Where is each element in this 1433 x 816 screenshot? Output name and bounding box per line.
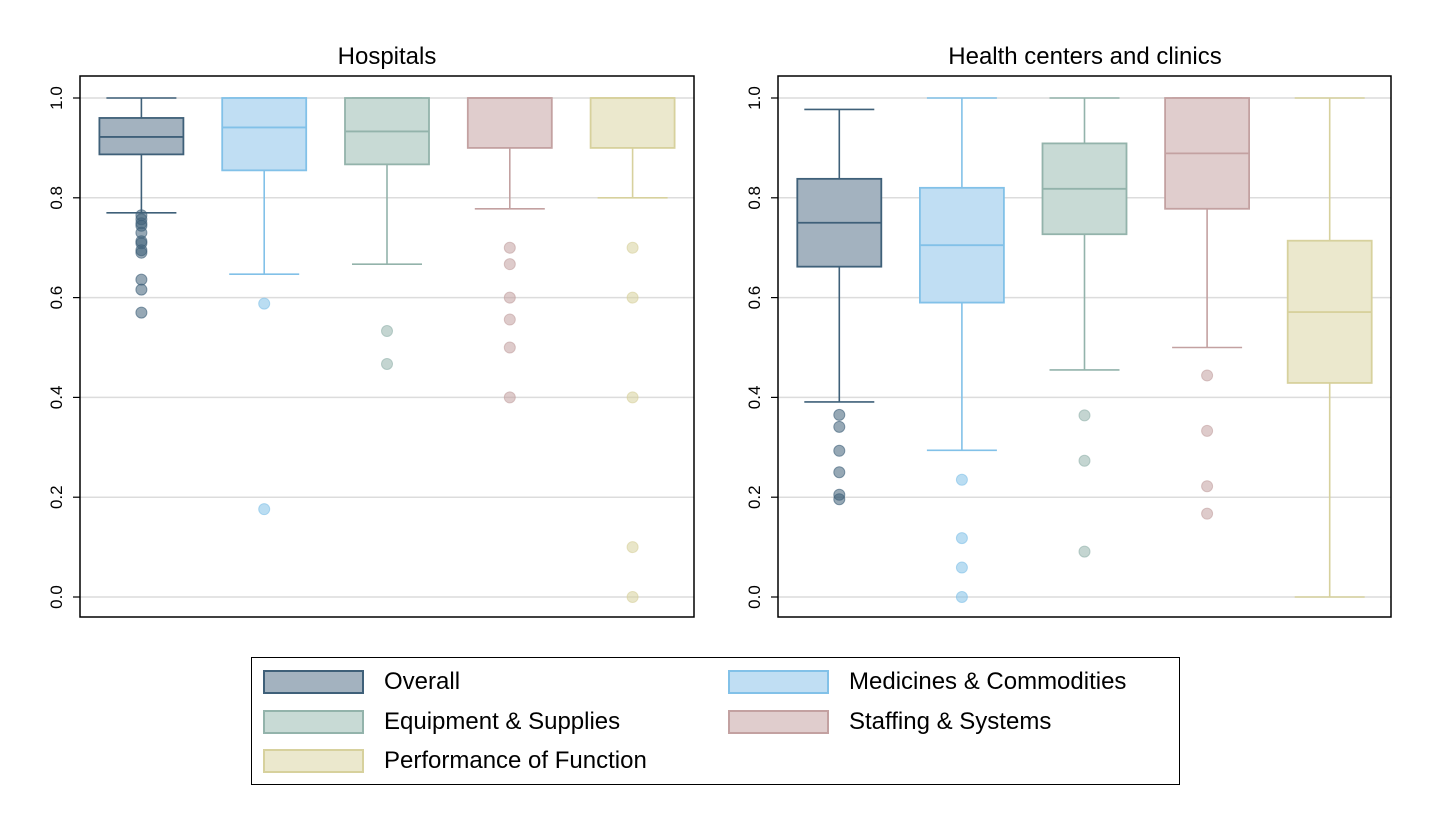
outlier-point (381, 357, 393, 370)
outlier-point (1078, 409, 1091, 422)
outlier-point (258, 297, 271, 310)
panel-title: Health centers and clinics (948, 43, 1221, 70)
y-tick-label: 0.2 (745, 485, 764, 509)
legend-label-medicines: Medicines & Commodities (849, 668, 1127, 695)
panel-title: Hospitals (338, 43, 437, 70)
y-tick-label: 0.4 (47, 386, 66, 410)
outlier-point (955, 561, 968, 574)
y-tick-label: 0.8 (745, 186, 764, 210)
outlier-point (1078, 454, 1091, 467)
outlier-point (1078, 545, 1091, 558)
box-performance-of-function (1286, 97, 1373, 598)
box-overall (98, 97, 185, 319)
outlier-point (503, 291, 516, 304)
box-iqr (466, 97, 553, 149)
outlier-point (503, 313, 516, 326)
outlier-point (955, 591, 968, 603)
y-tick-label: 0.0 (47, 585, 66, 609)
y-tick-label: 0.6 (745, 286, 764, 310)
outlier-point (955, 473, 968, 486)
box-staffing-systems (1164, 97, 1250, 520)
legend-swatch-staffing (728, 710, 829, 734)
box-medicines-commodities (919, 97, 1005, 603)
box-iqr (589, 97, 676, 149)
outlier-point (626, 541, 639, 554)
legend-label-performance: Performance of Function (384, 747, 647, 774)
legend-label-equipment: Equipment & Supplies (384, 708, 621, 735)
y-tick-label: 0.4 (745, 386, 764, 410)
box-staffing-systems (466, 97, 553, 404)
y-tick-label: 1.0 (47, 86, 66, 110)
outlier-point (1201, 480, 1214, 493)
panel-2: Health centers and clinics 0.0 0.2 0.4 0.6 0.… (745, 43, 1392, 618)
panel-1: Hospitals 0.0 0.2 0.4 0.6 0.8 1.0 (47, 43, 695, 618)
legend-swatch-performance (263, 749, 364, 773)
outlier-point (135, 246, 148, 259)
outlier-point (833, 408, 846, 421)
outlier-point (135, 283, 148, 296)
legend-item-equipment: Equipment & Supplies (263, 707, 620, 737)
box-equipment-supplies (1041, 97, 1128, 558)
outlier-point (503, 258, 516, 271)
plot-frame (79, 75, 695, 618)
outlier-point (503, 391, 516, 404)
outlier-point (626, 591, 639, 603)
outlier-point (626, 291, 639, 304)
legend-swatch-equipment (263, 710, 364, 734)
outlier-point (135, 273, 148, 286)
outlier-point (1201, 424, 1214, 437)
legend-label-staffing: Staffing & Systems (849, 708, 1052, 735)
legend-item-medicines: Medicines & Commodities (728, 667, 1126, 697)
outlier-point (1201, 369, 1214, 382)
plot-frame (777, 75, 1392, 618)
outlier-point (833, 493, 846, 506)
box-medicines-commodities (221, 97, 308, 516)
legend-item-overall: Overall (263, 667, 460, 697)
y-tick-label: 0.8 (47, 186, 66, 210)
outlier-point (833, 466, 846, 479)
y-tick-label: 0.6 (47, 286, 66, 310)
outlier-point (1201, 507, 1214, 520)
outlier-point (626, 241, 639, 254)
outlier-point (381, 325, 393, 338)
legend: Overall Medicines & Commodities Equipmen… (251, 657, 1180, 785)
outlier-point (833, 420, 846, 433)
outlier-point (503, 341, 516, 354)
y-tick-label: 0.0 (745, 585, 764, 609)
y-tick-label: 0.2 (47, 485, 66, 509)
outlier-point (503, 241, 516, 254)
box-overall (796, 108, 883, 506)
outlier-point (955, 532, 968, 545)
legend-label-overall: Overall (384, 668, 461, 695)
outlier-point (135, 306, 148, 319)
legend-item-staffing: Staffing & Systems (728, 707, 1051, 737)
box-performance-of-function (589, 97, 676, 603)
legend-swatch-overall (263, 670, 364, 694)
outlier-point (258, 503, 271, 516)
outlier-point (626, 391, 639, 404)
legend-swatch-medicines (728, 670, 829, 694)
legend-item-performance: Performance of Function (263, 746, 647, 776)
box-equipment-supplies (344, 97, 430, 370)
y-tick-label: 1.0 (745, 86, 764, 110)
outlier-point (833, 444, 846, 457)
box-iqr (221, 97, 308, 172)
